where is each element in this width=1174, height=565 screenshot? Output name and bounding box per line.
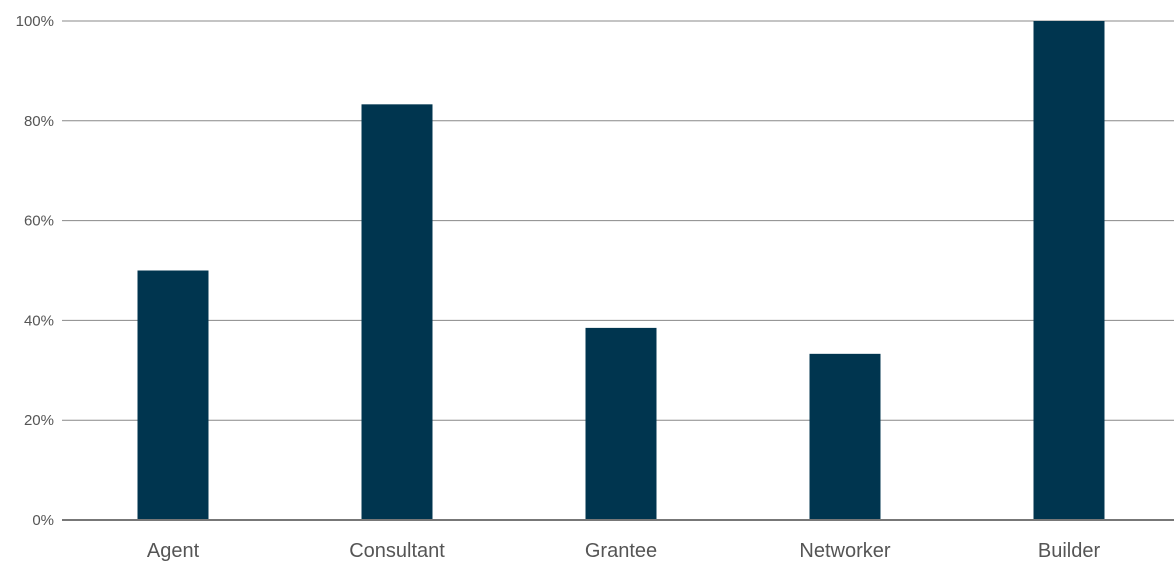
bar-networker	[809, 353, 881, 520]
y-tick-label: 100%	[16, 13, 54, 30]
y-tick-label: 60%	[24, 213, 54, 230]
y-tick-label: 0%	[32, 512, 54, 529]
bar-agent	[137, 270, 209, 520]
bar-consultant	[361, 104, 433, 520]
x-axis-category-labels: Agent Consultant Grantee Networker Builder	[147, 540, 1101, 562]
x-tick-label: Networker	[799, 540, 890, 562]
x-tick-label: Grantee	[585, 540, 657, 562]
gridlines	[62, 20, 1174, 421]
bar-builder	[1033, 21, 1105, 520]
y-tick-label: 80%	[24, 113, 54, 130]
x-tick-label: Builder	[1038, 540, 1101, 562]
x-tick-label: Consultant	[349, 540, 445, 562]
bar-grantee	[585, 327, 657, 520]
bars	[137, 21, 1105, 520]
y-axis-tick-labels: 0% 20% 40% 60% 80% 100%	[16, 13, 54, 529]
x-tick-label: Agent	[147, 540, 200, 562]
y-tick-label: 20%	[24, 412, 54, 429]
y-tick-label: 40%	[24, 312, 54, 329]
